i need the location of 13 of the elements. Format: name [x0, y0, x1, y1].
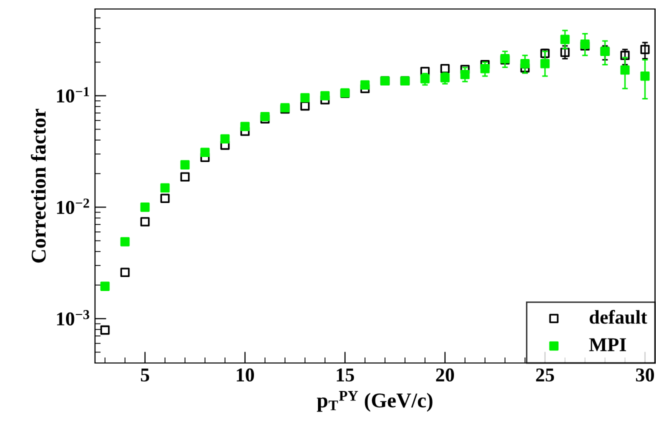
x-tick-label: 15: [336, 368, 354, 382]
x-tick-label: 30: [636, 368, 654, 382]
x-tick-label: 25: [536, 368, 554, 382]
x-tick-label: 5: [140, 368, 150, 382]
y-axis-title: Correction factor: [30, 108, 46, 263]
y-tick-label: 10$^{−1}$: [57, 87, 89, 103]
y-tick-label: 10$^{−2}$: [57, 198, 90, 214]
legend-label: default: [590, 310, 648, 324]
x-axis-title: p$_{T}$$^{PY}$ (GeV/c): [316, 391, 432, 412]
y-tick-label: 10$^{−3}$: [57, 310, 90, 326]
legend-label: MPI: [589, 338, 626, 352]
x-tick-label: 10: [236, 368, 254, 382]
x-tick-label: 20: [436, 368, 454, 382]
